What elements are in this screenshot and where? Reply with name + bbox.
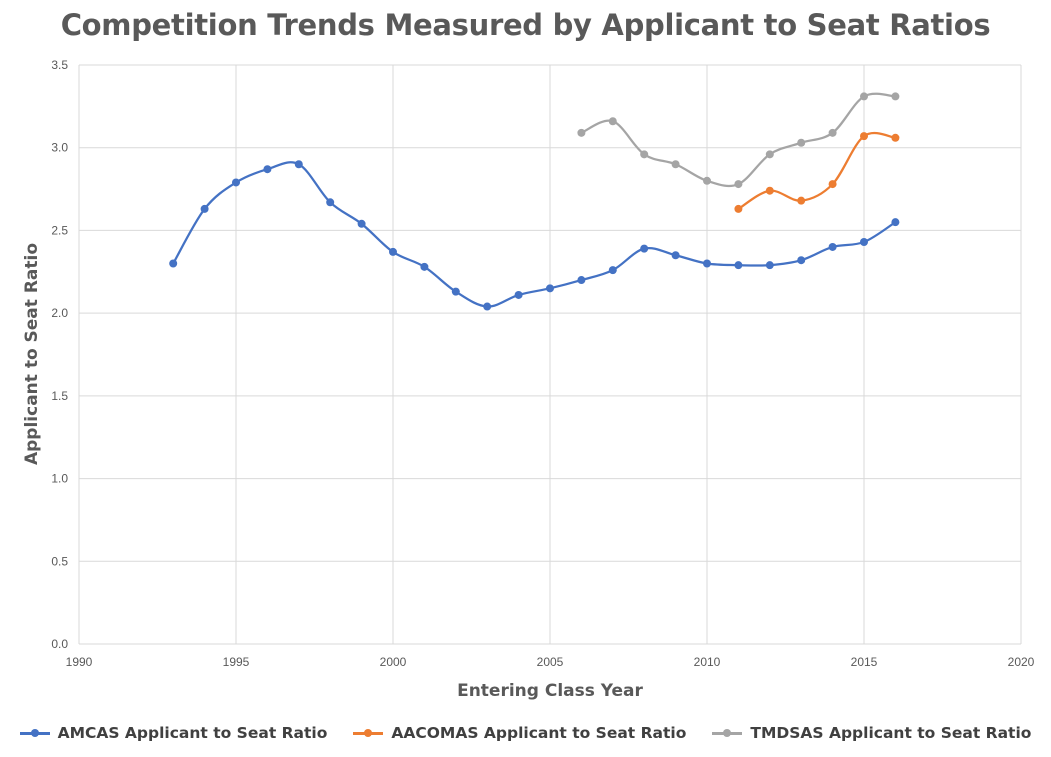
data-point	[451, 287, 460, 296]
data-point	[797, 196, 806, 205]
x-tick-label: 1995	[223, 655, 250, 669]
series-lines	[172, 92, 897, 308]
data-point	[860, 132, 868, 141]
x-tick-label: 2015	[851, 655, 878, 669]
y-tick-label: 1.5	[51, 389, 68, 403]
legend-label: AMCAS Applicant to Seat Ratio	[57, 724, 328, 742]
series-line	[737, 131, 896, 210]
data-point	[734, 261, 743, 270]
x-tick-label: 2020	[1008, 655, 1035, 669]
legend-item: AACOMAS Applicant to Seat Ratio	[353, 724, 686, 742]
data-point	[608, 117, 617, 126]
chart-legend: AMCAS Applicant to Seat Ratio AACOMAS App…	[0, 724, 1051, 742]
y-tick-label: 0.5	[51, 554, 68, 568]
data-point	[671, 251, 680, 260]
legend-swatch	[19, 727, 50, 739]
data-point	[357, 219, 366, 228]
data-point	[765, 261, 774, 270]
series-line	[580, 92, 896, 188]
data-point	[263, 165, 272, 174]
x-axis-ticks: 1990 1995 2000 2005 2010 2015 2020	[66, 655, 1035, 669]
data-point	[734, 204, 743, 213]
data-point	[765, 150, 774, 159]
data-point	[389, 247, 397, 256]
data-point	[734, 180, 743, 189]
x-tick-label: 2005	[537, 655, 564, 669]
data-point	[232, 178, 240, 187]
data-point	[640, 244, 649, 253]
y-tick-label: 2.0	[51, 306, 68, 320]
legend-swatch	[353, 727, 384, 739]
data-point	[891, 133, 900, 142]
data-point	[828, 242, 837, 251]
x-tick-label: 2000	[380, 655, 407, 669]
data-point	[640, 150, 649, 159]
x-tick-label: 1990	[66, 655, 93, 669]
data-point	[671, 160, 680, 169]
data-point	[860, 238, 868, 247]
grid-lines	[78, 64, 1022, 645]
data-point	[891, 218, 900, 227]
data-point	[546, 284, 554, 293]
data-point	[483, 302, 492, 311]
data-point	[703, 259, 711, 268]
data-point	[828, 128, 837, 137]
data-point	[514, 290, 523, 299]
x-axis-title: Entering Class Year	[457, 681, 643, 701]
y-tick-label: 2.5	[51, 223, 68, 237]
data-point	[577, 276, 586, 285]
data-point	[765, 186, 774, 195]
data-point	[860, 92, 868, 101]
y-tick-label: 3.0	[51, 141, 68, 155]
data-point	[891, 92, 900, 101]
data-point	[797, 138, 806, 147]
legend-label: AACOMAS Applicant to Seat Ratio	[391, 724, 687, 742]
data-point	[294, 160, 303, 169]
data-point	[703, 176, 711, 185]
data-point	[608, 266, 617, 275]
y-axis-ticks: 0.0 0.5 1.0 1.5 2.0 2.5 3.0 3.5	[51, 58, 68, 651]
y-tick-label: 3.5	[51, 58, 68, 72]
series-line	[172, 161, 897, 308]
data-point	[200, 204, 209, 213]
legend-swatch	[712, 727, 743, 739]
data-point	[828, 180, 837, 189]
series-points	[169, 92, 900, 311]
chart-title: Competition Trends Measured by Applicant…	[60, 8, 991, 42]
data-point	[326, 198, 335, 207]
x-tick-label: 2010	[694, 655, 721, 669]
data-point	[797, 256, 806, 265]
data-point	[577, 128, 586, 137]
data-point	[420, 262, 429, 271]
y-tick-label: 1.0	[51, 472, 68, 486]
legend-item: TMDSAS Applicant to Seat Ratio	[712, 724, 1031, 742]
data-point	[169, 259, 178, 268]
legend-item: AMCAS Applicant to Seat Ratio	[19, 724, 328, 742]
y-tick-label: 0.0	[51, 637, 68, 651]
y-axis-title: Applicant to Seat Ratio	[22, 243, 42, 465]
legend-label: TMDSAS Applicant to Seat Ratio	[750, 724, 1032, 742]
